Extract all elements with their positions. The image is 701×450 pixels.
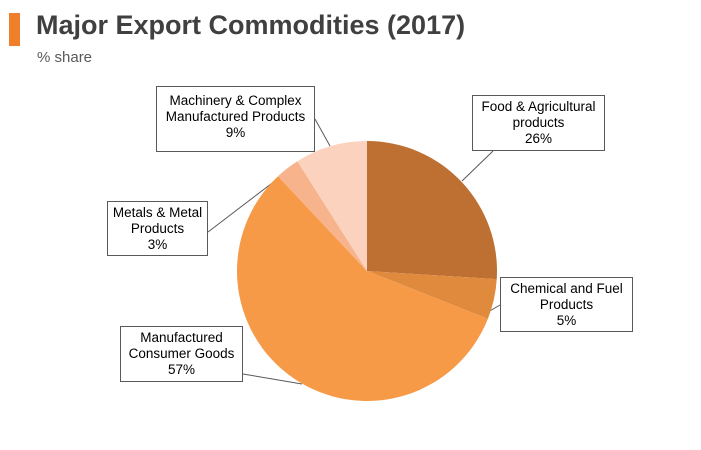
pie-slices [236, 141, 497, 401]
callout-chemical-fuel: Chemical and Fuel Products 5% [500, 277, 633, 332]
callout-machinery: Machinery & Complex Manufactured Product… [156, 86, 315, 152]
callout-label-line: Manufactured Products [165, 109, 306, 124]
callout-value: 9% [225, 125, 246, 140]
title-accent-bar [9, 13, 20, 46]
callout-label-line: Consumer Goods [128, 346, 235, 361]
callout-label-line: Food & Agricultural [481, 99, 596, 114]
chart-title: Major Export Commodities (2017) [36, 10, 466, 40]
callout-label-line: products [512, 115, 565, 130]
slice-chemical-fuel [367, 271, 497, 319]
leader-line [461, 150, 494, 182]
callout-label-line: Chemical and Fuel [510, 281, 623, 296]
callout-value: 57% [167, 362, 196, 377]
slice-food-agricultural [367, 141, 497, 280]
callout-label-line: Manufactured [140, 330, 223, 345]
callout-label-line: Machinery & Complex [169, 93, 302, 108]
callout-food-agricultural: Food & Agricultural products 26% [472, 95, 605, 151]
callout-value: 3% [147, 237, 168, 252]
callout-label-line: Products [130, 221, 185, 236]
callout-value: 26% [524, 131, 553, 146]
leader-line [242, 373, 303, 385]
slice-metals [278, 161, 367, 271]
callout-manufactured-consumer-goods: Manufactured Consumer Goods 57% [120, 326, 243, 382]
slice-manufactured-consumer-goods [236, 176, 488, 401]
callout-label-line: Metals & Metal [112, 205, 203, 220]
callout-label-line: Products [539, 297, 594, 312]
slice-machinery [297, 141, 367, 271]
callout-metals: Metals & Metal Products 3% [107, 201, 208, 256]
callout-value: 5% [556, 313, 577, 328]
chart-subtitle: % share [37, 49, 93, 66]
leader-line [314, 118, 331, 147]
